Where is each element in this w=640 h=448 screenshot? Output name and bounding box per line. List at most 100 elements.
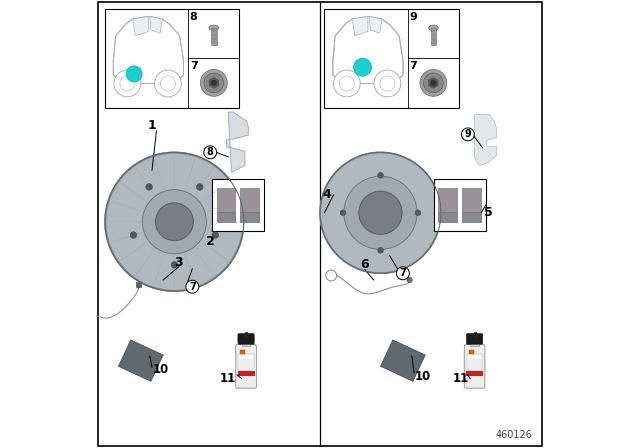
- Polygon shape: [209, 77, 219, 89]
- Circle shape: [340, 210, 346, 215]
- Polygon shape: [381, 340, 425, 381]
- Text: 9: 9: [409, 12, 417, 22]
- FancyBboxPatch shape: [470, 343, 479, 346]
- FancyBboxPatch shape: [236, 345, 257, 388]
- Circle shape: [420, 69, 447, 96]
- FancyBboxPatch shape: [464, 345, 485, 388]
- Polygon shape: [359, 191, 402, 234]
- Circle shape: [430, 80, 436, 86]
- Text: 4: 4: [323, 188, 331, 202]
- Circle shape: [378, 247, 383, 253]
- FancyBboxPatch shape: [242, 343, 250, 346]
- Polygon shape: [369, 17, 382, 33]
- Polygon shape: [320, 152, 441, 273]
- Circle shape: [415, 210, 421, 215]
- Bar: [237, 371, 255, 376]
- Bar: [468, 350, 474, 354]
- Bar: [324, 9, 459, 108]
- Text: 6: 6: [360, 258, 369, 271]
- Text: 9: 9: [465, 129, 471, 139]
- Text: 8: 8: [190, 12, 198, 22]
- Ellipse shape: [209, 25, 219, 30]
- Circle shape: [171, 262, 178, 268]
- Circle shape: [424, 73, 443, 93]
- Text: 460126: 460126: [496, 430, 532, 440]
- Circle shape: [339, 76, 355, 91]
- Circle shape: [126, 66, 142, 82]
- Polygon shape: [227, 112, 248, 172]
- Circle shape: [114, 70, 141, 97]
- Polygon shape: [113, 17, 184, 83]
- Polygon shape: [474, 114, 497, 165]
- Bar: [467, 354, 482, 370]
- Circle shape: [353, 58, 371, 76]
- Polygon shape: [428, 77, 438, 89]
- Polygon shape: [156, 203, 193, 241]
- Text: 3: 3: [175, 255, 183, 269]
- Circle shape: [161, 76, 175, 91]
- Circle shape: [380, 76, 395, 91]
- Polygon shape: [333, 17, 403, 83]
- Polygon shape: [136, 282, 141, 287]
- Bar: [462, 212, 481, 222]
- Polygon shape: [111, 158, 238, 286]
- Polygon shape: [331, 163, 430, 263]
- Text: 2: 2: [206, 235, 214, 249]
- Circle shape: [407, 277, 412, 283]
- Text: 5: 5: [484, 206, 492, 220]
- Bar: [216, 212, 235, 222]
- Polygon shape: [105, 152, 244, 291]
- Polygon shape: [118, 340, 163, 381]
- Ellipse shape: [428, 25, 438, 30]
- Text: 10: 10: [153, 363, 169, 376]
- Polygon shape: [143, 190, 206, 254]
- Polygon shape: [118, 165, 231, 279]
- Text: 7: 7: [189, 282, 196, 292]
- Polygon shape: [320, 152, 441, 273]
- Bar: [105, 9, 239, 108]
- Polygon shape: [353, 17, 368, 36]
- Bar: [211, 28, 216, 45]
- Polygon shape: [105, 152, 244, 291]
- Circle shape: [71, 315, 76, 321]
- Polygon shape: [325, 157, 436, 268]
- Bar: [466, 371, 483, 376]
- Text: 10: 10: [415, 370, 431, 383]
- Circle shape: [146, 184, 152, 190]
- Bar: [431, 28, 436, 45]
- Circle shape: [333, 70, 360, 97]
- Circle shape: [200, 69, 227, 96]
- Circle shape: [212, 232, 219, 238]
- Polygon shape: [107, 155, 242, 289]
- Text: 8: 8: [207, 147, 214, 157]
- Polygon shape: [322, 154, 439, 271]
- Bar: [239, 354, 253, 370]
- Bar: [212, 179, 264, 231]
- Circle shape: [154, 70, 181, 97]
- Text: 7: 7: [190, 61, 198, 71]
- Text: 11: 11: [220, 372, 236, 385]
- Text: 11: 11: [453, 372, 469, 385]
- Bar: [240, 350, 245, 354]
- Bar: [240, 189, 259, 212]
- Circle shape: [211, 80, 217, 86]
- FancyBboxPatch shape: [238, 333, 254, 344]
- Circle shape: [374, 70, 401, 97]
- Circle shape: [120, 76, 135, 91]
- Circle shape: [196, 184, 203, 190]
- Polygon shape: [133, 17, 148, 36]
- Bar: [240, 212, 259, 222]
- Text: 7: 7: [399, 268, 406, 278]
- Bar: [435, 179, 486, 231]
- Bar: [216, 189, 235, 212]
- Circle shape: [204, 73, 224, 93]
- Text: 1: 1: [148, 119, 156, 132]
- Polygon shape: [150, 17, 163, 33]
- Text: 7: 7: [410, 61, 417, 71]
- Bar: [462, 189, 481, 212]
- Polygon shape: [344, 176, 417, 250]
- Bar: [438, 189, 457, 212]
- Circle shape: [378, 172, 383, 178]
- FancyBboxPatch shape: [467, 333, 483, 344]
- Circle shape: [130, 232, 137, 238]
